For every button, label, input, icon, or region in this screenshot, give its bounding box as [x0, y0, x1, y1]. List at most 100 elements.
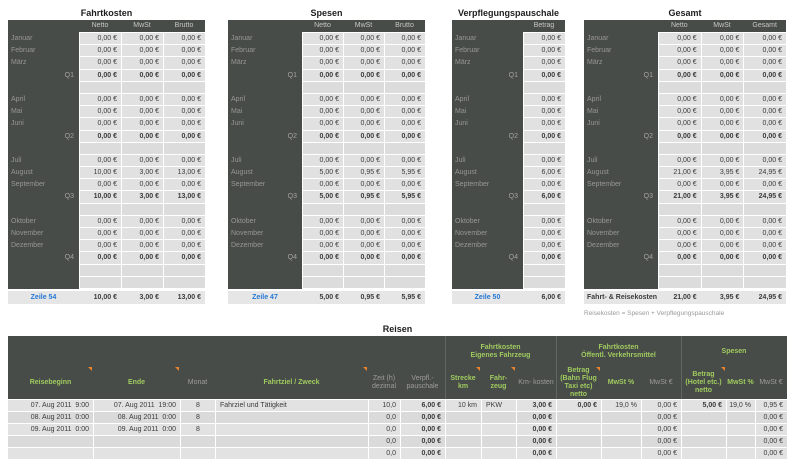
column-header[interactable]: Netto [302, 20, 343, 33]
cell[interactable]: 0,00 € [700, 130, 744, 143]
column-header[interactable]: MwSt € [641, 336, 681, 399]
column-header[interactable]: Betrag (Hotel etc.) netto [681, 336, 726, 399]
cell[interactable]: 0,0 [368, 436, 400, 448]
cell[interactable]: 0,00 € [343, 130, 384, 143]
cell[interactable] [556, 424, 601, 436]
cell[interactable]: 0,00 € [343, 106, 384, 119]
comment-indicator-icon[interactable] [175, 367, 179, 371]
column-header[interactable]: Netto [79, 20, 121, 33]
cell[interactable]: 0,00 € [658, 118, 701, 131]
cell[interactable]: 10,00 € [79, 167, 121, 180]
cell[interactable]: 0,00 € [121, 93, 163, 107]
cell[interactable] [302, 276, 343, 289]
cell[interactable]: 0,00 € [700, 106, 744, 119]
footer-label-cell[interactable]: Fahrt- & Reisekosten [587, 293, 658, 301]
footer-cell[interactable]: 5,00 € [319, 293, 339, 301]
cell[interactable]: 0,00 € [523, 57, 565, 70]
cell[interactable] [743, 276, 787, 289]
cell[interactable] [79, 142, 121, 155]
cell[interactable]: 0,00 € [516, 412, 556, 424]
cell[interactable]: 0,00 € [79, 69, 121, 82]
cell[interactable] [215, 436, 368, 448]
cell[interactable]: 0,00 € [700, 45, 744, 58]
row-label-cell[interactable]: September [8, 179, 79, 192]
cell[interactable]: 8 [180, 424, 215, 436]
cell[interactable]: 08. Aug 2011 0:00 [8, 412, 93, 424]
cell[interactable]: 0,00 € [302, 93, 343, 107]
cell[interactable] [93, 436, 180, 448]
cell[interactable] [481, 448, 516, 460]
cell[interactable]: 0,00 € [523, 154, 565, 168]
footer-cell[interactable]: 6,00 € [541, 293, 561, 301]
cell[interactable]: 21,00 € [658, 167, 701, 180]
cell[interactable]: 0,00 € [343, 33, 384, 46]
cell[interactable] [445, 412, 481, 424]
row-label-cell[interactable]: Juli [8, 154, 79, 168]
row-label-cell[interactable]: Oktober [452, 215, 523, 228]
cell[interactable]: 0,00 € [641, 400, 681, 412]
row-label-cell[interactable]: April [452, 93, 523, 107]
cell[interactable] [481, 424, 516, 436]
cell[interactable]: 0,00 € [743, 215, 787, 228]
cell[interactable] [658, 264, 701, 277]
row-label-cell[interactable]: Oktober [228, 215, 302, 228]
cell[interactable]: 0,95 € [343, 167, 384, 180]
cell[interactable]: 19,0 % [601, 400, 641, 412]
cell[interactable]: 0,00 € [523, 69, 565, 82]
cell[interactable]: 0,00 € [302, 252, 343, 265]
cell[interactable]: 0,00 € [79, 154, 121, 168]
cell[interactable] [79, 264, 121, 277]
cell[interactable]: 0,00 € [743, 118, 787, 131]
cell[interactable]: 0,0 [368, 448, 400, 460]
cell[interactable] [121, 81, 163, 94]
cell[interactable] [343, 81, 384, 94]
cell[interactable]: 10,0 [368, 400, 400, 412]
cell[interactable]: 0,00 € [523, 45, 565, 58]
row-label-cell[interactable] [228, 81, 302, 94]
cell[interactable]: 0,00 € [302, 57, 343, 70]
cell[interactable]: 3,95 € [700, 167, 744, 180]
cell[interactable] [121, 264, 163, 277]
cell[interactable] [700, 203, 744, 216]
cell[interactable]: 5,00 € [302, 167, 343, 180]
cell[interactable] [343, 276, 384, 289]
row-label-cell[interactable]: Q2 [452, 130, 523, 143]
cell[interactable] [681, 412, 726, 424]
cell[interactable]: 0,00 € [400, 436, 445, 448]
cell[interactable]: 8 [180, 412, 215, 424]
row-label-cell[interactable]: Dezember [452, 240, 523, 253]
cell[interactable] [121, 203, 163, 216]
column-header[interactable]: Brutto [163, 20, 205, 33]
cell[interactable]: 0,00 € [302, 179, 343, 192]
cell[interactable]: 0,00 € [163, 252, 205, 265]
row-label-cell[interactable]: Januar [452, 33, 523, 46]
cell[interactable] [726, 436, 755, 448]
cell[interactable] [302, 142, 343, 155]
column-header[interactable]: Reisebeginn [8, 336, 93, 399]
row-label-cell[interactable]: Q3 [8, 191, 79, 204]
row-label-cell[interactable]: Q1 [584, 69, 658, 82]
cell[interactable] [445, 424, 481, 436]
cell[interactable]: 0,00 € [384, 252, 425, 265]
column-header[interactable]: Betrag [523, 20, 565, 33]
row-label-cell[interactable]: April [8, 93, 79, 107]
cell[interactable] [121, 276, 163, 289]
cell[interactable] [163, 203, 205, 216]
cell[interactable]: 0,00 € [755, 424, 787, 436]
cell[interactable]: 0,00 € [163, 69, 205, 82]
cell[interactable]: 0,00 € [700, 252, 744, 265]
cell[interactable] [481, 412, 516, 424]
cell[interactable]: 10 km [445, 400, 481, 412]
row-label-cell[interactable]: Q3 [228, 191, 302, 204]
header-corner-cell[interactable] [228, 20, 302, 33]
cell[interactable]: 0,00 € [516, 436, 556, 448]
row-label-cell[interactable]: Oktober [584, 215, 658, 228]
row-label-cell[interactable]: August [452, 167, 523, 180]
cell[interactable]: 0,00 € [658, 45, 701, 58]
cell[interactable]: 0,00 € [700, 33, 744, 46]
row-label-cell[interactable]: Juni [8, 118, 79, 131]
row-label-cell[interactable]: Q1 [8, 69, 79, 82]
cell[interactable] [556, 436, 601, 448]
cell[interactable]: 0,00 € [384, 57, 425, 70]
cell[interactable] [215, 412, 368, 424]
